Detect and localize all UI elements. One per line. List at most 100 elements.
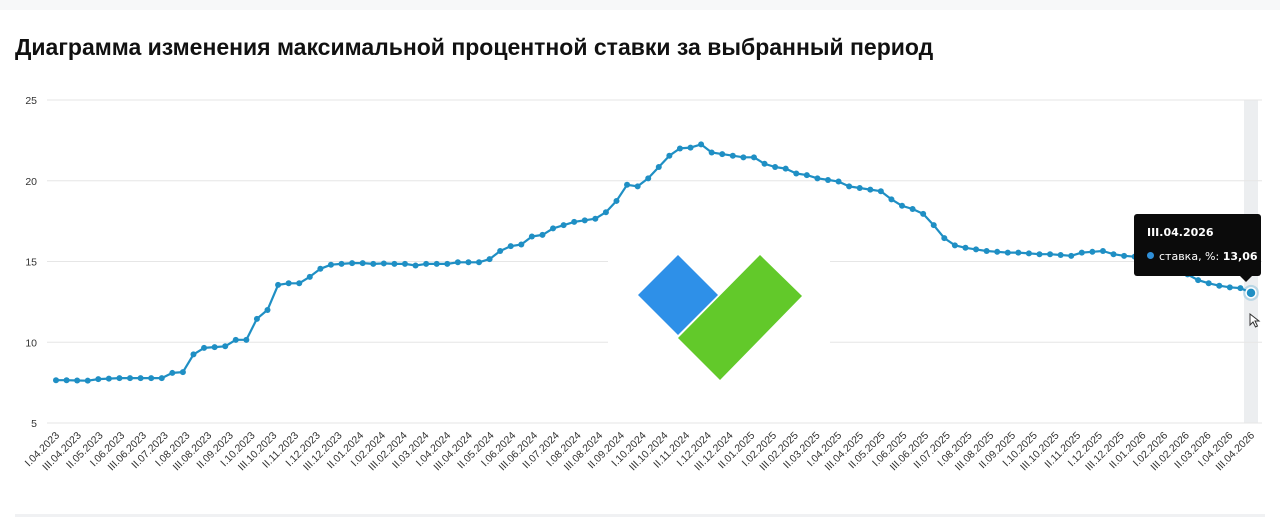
- data-point: [232, 336, 239, 343]
- data-point: [698, 141, 705, 148]
- data-point: [222, 343, 229, 350]
- data-point: [772, 164, 779, 171]
- data-point: [486, 256, 493, 263]
- data-point: [84, 377, 91, 384]
- data-point: [1121, 252, 1128, 259]
- data-point: [433, 260, 440, 267]
- data-point: [275, 281, 282, 288]
- data-point: [380, 260, 387, 267]
- data-point: [169, 369, 176, 376]
- data-point: [285, 280, 292, 287]
- data-point: [1226, 284, 1233, 291]
- tooltip-row: ставка, %: 13,06: [1147, 250, 1258, 263]
- y-tick-label: 15: [25, 257, 37, 269]
- series-dot-icon: [1147, 252, 1154, 259]
- page-title: Диаграмма изменения максимальной процент…: [15, 34, 934, 60]
- data-point: [253, 315, 260, 322]
- data-point: [1004, 249, 1011, 256]
- data-point: [930, 222, 937, 229]
- heart-logo: [608, 248, 830, 390]
- data-point: [803, 172, 810, 179]
- data-point: [423, 260, 430, 267]
- chart-tooltip: III.04.2026 ставка, %: 13,06: [1134, 214, 1261, 282]
- y-tick-label: 10: [25, 337, 37, 349]
- data-point: [317, 265, 324, 272]
- data-point: [74, 377, 81, 384]
- x-axis-ticks: I.04.2023III.04.2023II.05.2023I.06.2023I…: [23, 430, 1258, 474]
- data-point: [63, 377, 70, 384]
- data-point: [592, 215, 599, 222]
- data-point: [190, 351, 197, 358]
- y-axis-ticks: 5 10 15 20 25: [25, 95, 37, 430]
- data-point: [518, 241, 525, 248]
- data-point: [412, 262, 419, 269]
- data-point: [676, 145, 683, 152]
- data-point: [1205, 280, 1212, 287]
- data-point: [814, 175, 821, 182]
- data-point: [1099, 248, 1106, 255]
- data-point: [1195, 277, 1202, 284]
- data-point: [444, 260, 451, 267]
- data-point: [560, 222, 567, 229]
- data-point: [740, 154, 747, 161]
- data-point: [105, 375, 112, 382]
- data-point: [867, 186, 874, 193]
- data-point: [846, 183, 853, 190]
- data-point: [655, 164, 662, 171]
- data-point: [264, 306, 271, 313]
- data-point: [602, 209, 609, 216]
- data-point: [708, 149, 715, 156]
- data-point: [782, 165, 789, 172]
- data-point: [296, 280, 303, 287]
- data-point: [201, 344, 208, 351]
- tooltip-series-label: ставка, %:: [1159, 250, 1220, 263]
- data-point: [899, 202, 906, 209]
- data-point: [920, 210, 927, 217]
- data-point: [983, 248, 990, 255]
- data-point: [401, 260, 408, 267]
- data-point: [1089, 248, 1096, 255]
- data-point: [476, 259, 483, 266]
- data-point: [793, 170, 800, 177]
- data-point: [370, 260, 377, 267]
- data-point: [824, 176, 831, 183]
- y-tick-label: 20: [25, 176, 37, 188]
- data-point: [349, 260, 356, 267]
- data-point: [211, 344, 218, 351]
- data-point: [338, 260, 345, 267]
- data-point: [962, 244, 969, 251]
- data-point: [528, 233, 535, 240]
- data-point: [327, 261, 334, 268]
- data-point: [941, 235, 948, 242]
- data-point: [1025, 250, 1032, 257]
- data-point: [888, 196, 895, 203]
- data-point: [550, 225, 557, 232]
- data-point: [729, 152, 736, 159]
- data-point: [53, 377, 59, 384]
- data-point: [835, 178, 842, 185]
- tooltip-date: III.04.2026: [1147, 226, 1214, 239]
- data-point: [666, 152, 673, 159]
- data-point: [539, 231, 546, 238]
- data-point: [454, 259, 461, 266]
- data-point: [158, 375, 165, 382]
- logo-green-check: [678, 255, 802, 380]
- data-point: [137, 375, 144, 382]
- data-point: [116, 375, 123, 382]
- data-point: [719, 151, 726, 158]
- data-point: [306, 273, 313, 280]
- data-point: [613, 197, 620, 204]
- data-point: [1047, 251, 1054, 258]
- top-divider: [0, 0, 1280, 10]
- data-point: [179, 369, 186, 376]
- data-point: [951, 242, 958, 249]
- data-point: [973, 246, 980, 253]
- data-point: [359, 260, 366, 267]
- data-point: [1078, 249, 1085, 256]
- y-tick-label: 5: [31, 418, 37, 430]
- data-point: [243, 336, 250, 343]
- series-line-group: [53, 141, 1259, 384]
- grid-lines: [47, 99, 1262, 424]
- tooltip-value: 13,06: [1222, 250, 1258, 263]
